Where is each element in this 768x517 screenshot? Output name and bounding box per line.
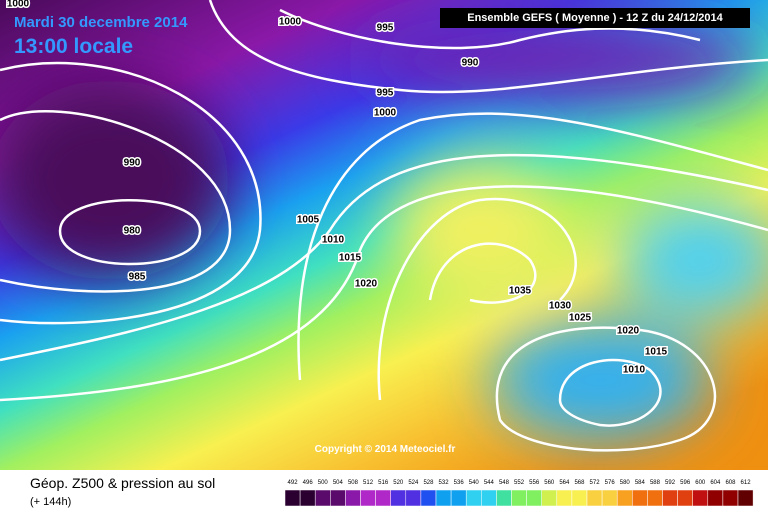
copyright: Copyright © 2014 Meteociel.fr <box>315 444 456 455</box>
scale-swatch <box>571 489 588 507</box>
isobar-label: 1010 <box>322 235 345 246</box>
scale-label: 504 <box>333 480 344 486</box>
scale-label: 600 <box>695 480 706 486</box>
scale-swatch <box>405 489 422 507</box>
scale-label: 524 <box>408 480 419 486</box>
scale-swatch <box>465 489 482 507</box>
scale-label: 596 <box>680 480 691 486</box>
scale-label: 584 <box>635 480 646 486</box>
scale-swatch <box>556 489 573 507</box>
isobar-label: 1000 <box>374 108 397 119</box>
legend-title: Géop. Z500 & pression au sol <box>30 475 215 491</box>
isobar-label: 1020 <box>355 279 378 290</box>
scale-swatch <box>737 489 754 507</box>
isobar-label: 995 <box>377 88 394 99</box>
scale-label: 500 <box>318 480 329 486</box>
time: 13:00 locale <box>14 35 133 58</box>
isobar-label: 985 <box>129 272 146 283</box>
scale-swatch <box>360 489 376 507</box>
scale-label: 492 <box>288 480 299 486</box>
scale-label: 512 <box>363 480 374 486</box>
lead-time: (+ 144h) <box>30 496 71 508</box>
scale-label: 560 <box>544 480 555 486</box>
scale-swatch <box>481 489 497 507</box>
scale-label: 552 <box>514 480 525 486</box>
scale-label: 496 <box>303 480 314 486</box>
scale-label: 572 <box>590 480 601 486</box>
scale-label: 608 <box>725 480 736 486</box>
scale-label: 516 <box>378 480 389 486</box>
scale-swatch <box>345 489 361 507</box>
scale-swatch <box>284 489 301 507</box>
scale-swatch <box>330 489 346 507</box>
scale-label: 604 <box>710 480 721 486</box>
scale-label: 576 <box>605 480 616 486</box>
scale-label: 540 <box>469 480 480 486</box>
isobar-label: 1025 <box>569 313 592 324</box>
scale-label: 528 <box>423 480 434 486</box>
scale-swatch <box>496 489 512 507</box>
scale-swatch <box>314 489 331 507</box>
scale-swatch <box>390 489 407 507</box>
scale-label: 548 <box>499 480 510 486</box>
scale-swatch <box>692 489 709 507</box>
model-banner <box>440 8 750 28</box>
scale-swatch <box>722 489 739 507</box>
scale-label: 508 <box>348 480 359 486</box>
scale-label: 568 <box>574 480 585 486</box>
scale-label: 588 <box>650 480 661 486</box>
scale-swatch <box>601 489 618 507</box>
isobar-label: 1030 <box>549 301 572 312</box>
scale-label: 520 <box>393 480 404 486</box>
scale-swatch <box>662 489 678 507</box>
scale-swatch <box>420 489 437 507</box>
scale-swatch <box>541 489 558 507</box>
isobar-label: 990 <box>124 158 141 169</box>
isobar-label: 1020 <box>617 326 640 337</box>
isobar-label: 995 <box>377 23 394 34</box>
isobar-label: 1005 <box>297 215 320 226</box>
isobar-lines <box>0 0 768 450</box>
isobar-label: 1000 <box>279 17 302 28</box>
scale-label: 592 <box>665 480 676 486</box>
scale-label: 564 <box>559 480 570 486</box>
isobar-label: 1035 <box>509 286 532 297</box>
isobar-label: 1000 <box>7 0 30 10</box>
scale-label: 556 <box>529 480 540 486</box>
scale-swatch <box>632 489 648 507</box>
scale-swatch <box>616 489 633 507</box>
scale-swatch <box>375 489 391 507</box>
isobar-label: 990 <box>462 58 479 69</box>
scale-swatch <box>707 489 724 507</box>
scale-swatch <box>511 489 527 507</box>
isobar-label: 980 <box>124 226 141 237</box>
scale-swatch <box>435 489 452 507</box>
scale-label: 536 <box>454 480 465 486</box>
isobar-label: 1015 <box>339 253 362 264</box>
scale-label: 532 <box>439 480 450 486</box>
scale-swatch <box>586 489 603 507</box>
scale-swatch <box>647 489 663 507</box>
scale-swatch <box>677 489 693 507</box>
scale-label: 544 <box>484 480 495 486</box>
isobar-label: 1010 <box>623 365 646 376</box>
scale-swatch <box>450 489 467 507</box>
isobar-label: 1015 <box>645 347 668 358</box>
scale-label: 580 <box>620 480 631 486</box>
date: Mardi 30 decembre 2014 <box>14 14 188 31</box>
model-info: Ensemble GEFS ( Moyenne ) - 12 Z du 24/1… <box>467 12 723 24</box>
scale-swatch <box>299 489 316 507</box>
scale-swatch <box>526 489 542 507</box>
scale-label: 612 <box>741 480 752 486</box>
